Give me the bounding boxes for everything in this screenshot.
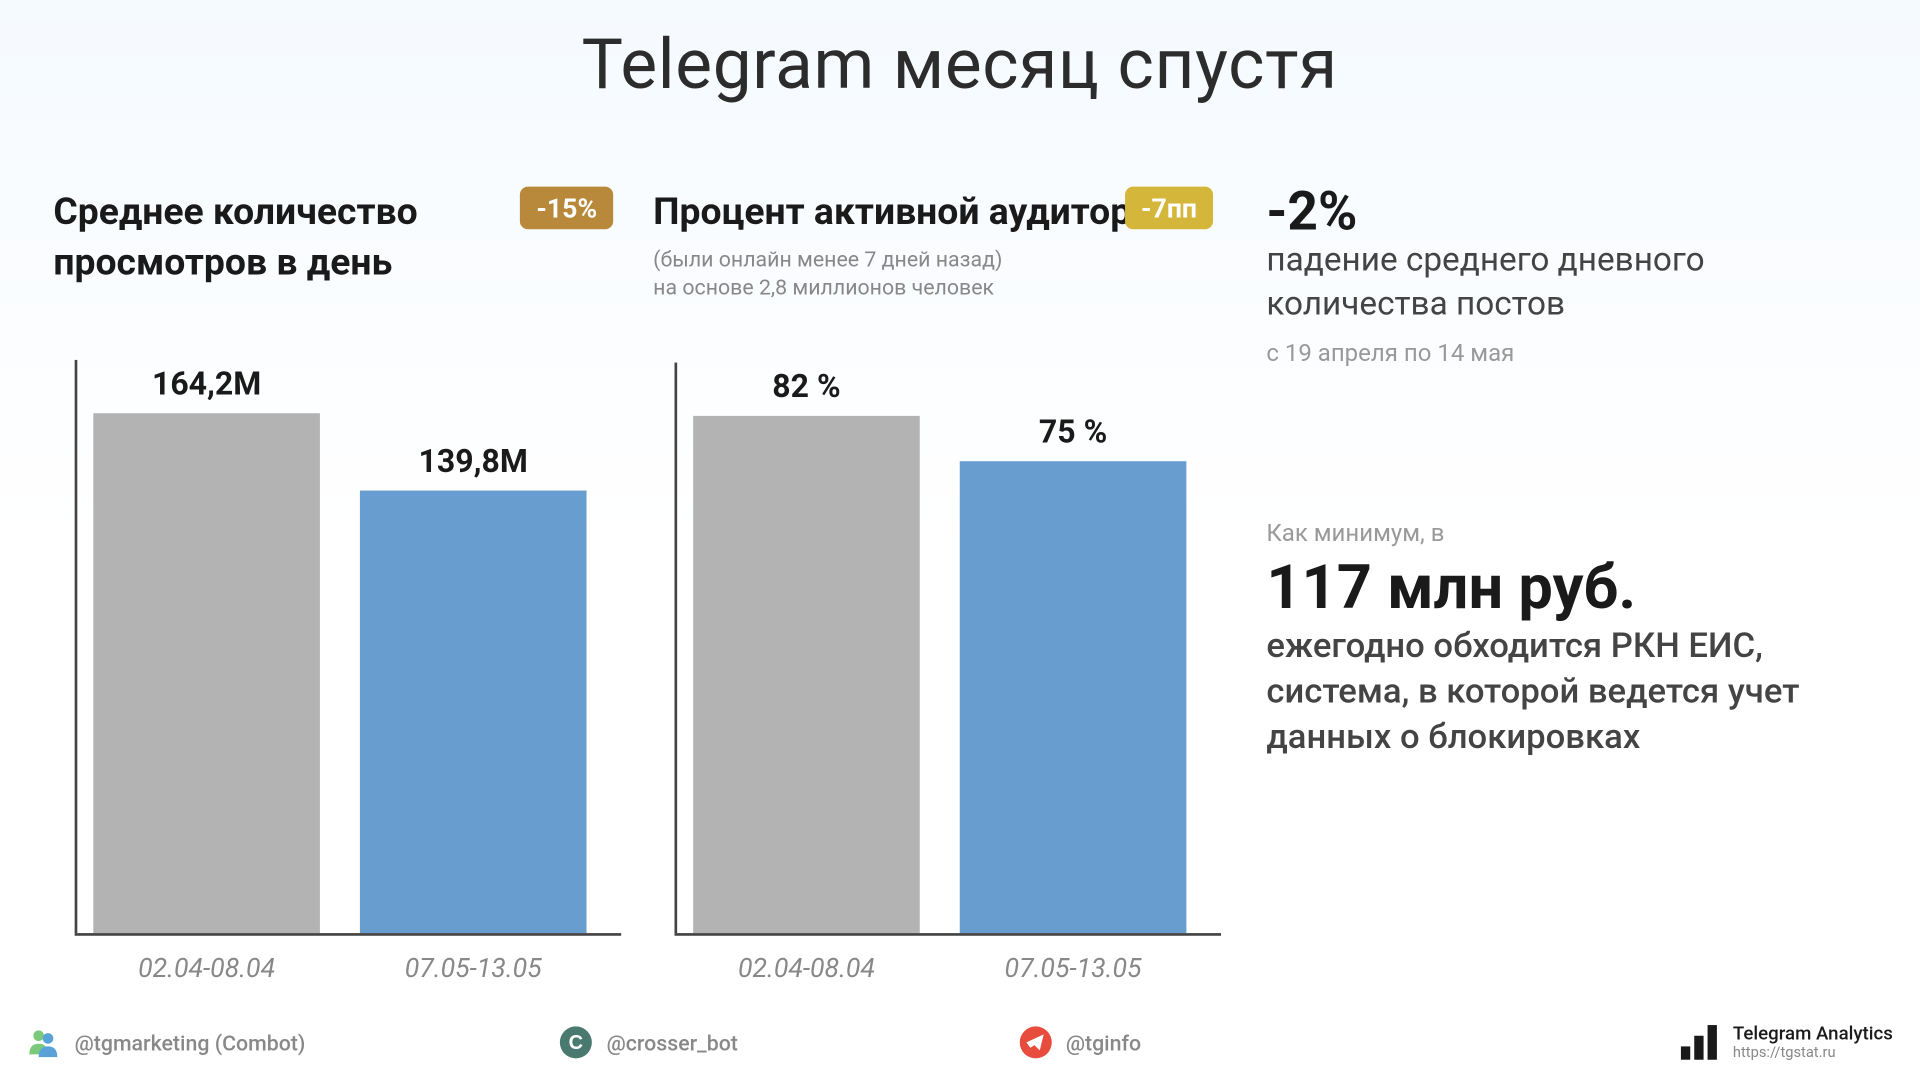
bar [360,491,587,934]
chart-views-bars: 164,2M 139,8M [93,365,586,933]
bar [960,461,1187,933]
side-stat-posts-note: с 19 апреля по 14 мая [1266,340,1866,368]
chart-views-x-axis [75,933,622,936]
side-stat-cost-prefix: Как минимум, в [1266,520,1879,548]
side-stat-posts-value: -2% [1266,184,1866,240]
x-axis-label: 02.04-08.04 [693,952,920,984]
footer-brand-title: Telegram Analytics [1733,1024,1893,1045]
chart-audience-y-axis [674,363,677,934]
chart-audience-x-labels: 02.04-08.04 07.05-13.05 [693,952,1186,984]
chart-audience-bars: 82 % 75 % [693,368,1186,933]
footer-source-tgmarketing-label: @tgmarketing (Combot) [75,1030,306,1055]
telegram-icon [1018,1025,1053,1060]
bar-group: 139,8M [360,443,587,934]
side-stat-posts: -2% падение среднего дневного количества… [1266,184,1866,368]
side-stat-cost: Как минимум, в 117 млн руб. ежегодно обх… [1266,520,1879,761]
svg-text:C: C [569,1032,583,1054]
bar [93,413,320,933]
side-stat-cost-value: 117 млн руб. [1266,556,1879,620]
chart-views-y-axis [75,360,78,933]
chart-audience-badge: -7пп [1125,187,1213,230]
people-icon [27,1025,62,1060]
x-axis-label: 07.05-13.05 [360,952,587,984]
chart-audience-subtitle: (были онлайн менее 7 дней назад)на основ… [653,245,1226,303]
bar-group: 75 % [960,413,1187,933]
side-stat-cost-desc: ежегодно обходится РКН ЕИС, система, в к… [1266,626,1879,761]
bar-value-label: 139,8M [419,443,528,480]
side-stat-posts-desc: падение среднего дневного количества пос… [1266,240,1866,327]
footer-source-tginfo-label: @tginfo [1066,1030,1141,1055]
footer: @tgmarketing (Combot) C @crosser_bot @tg… [0,1024,1920,1061]
bar-value-label: 164,2M [152,365,261,402]
chart-views-badge: -15% [520,187,613,230]
footer-source-crosser-label: @crosser_bot [607,1030,738,1055]
footer-source-tgmarketing: @tgmarketing (Combot) [27,1025,306,1060]
letter-c-icon: C [559,1025,594,1060]
bar-group: 164,2M [93,365,320,933]
footer-source-crosser: C @crosser_bot [559,1025,738,1060]
footer-source-tginfo: @tginfo [1018,1025,1141,1060]
footer-brand-url: https://tgstat.ru [1733,1045,1893,1061]
page-title: Telegram месяц спустя [0,24,1920,105]
x-axis-label: 07.05-13.05 [960,952,1187,984]
chart-views-x-labels: 02.04-08.04 07.05-13.05 [93,952,586,984]
chart-audience: Процент активной аудитории (были онлайн … [653,187,1226,303]
bars-icon [1681,1025,1717,1060]
bar-group: 82 % [693,368,920,933]
x-axis-label: 02.04-08.04 [93,952,320,984]
bar-value-label: 82 % [772,368,840,405]
bar [693,416,920,933]
bar-value-label: 75 % [1039,413,1107,450]
chart-views: Среднее количество просмотров в день -15… [53,187,613,288]
chart-audience-x-axis [674,933,1221,936]
footer-brand: Telegram Analytics https://tgstat.ru [1681,1024,1893,1061]
